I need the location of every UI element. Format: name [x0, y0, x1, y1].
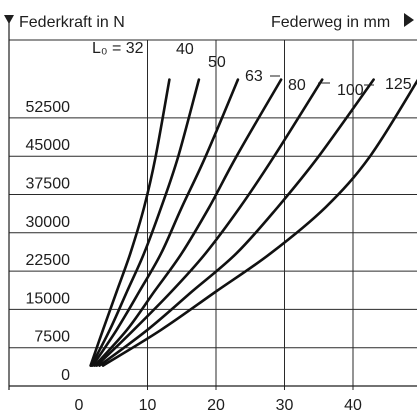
y-axis-title: Federkraft in N — [19, 14, 125, 31]
x-tick-label: 10 — [139, 397, 157, 414]
y-tick-label: 52500 — [26, 99, 71, 116]
y-tick-label: 22500 — [26, 252, 71, 269]
series-label: 40 — [176, 41, 194, 58]
x-axis-title: Federweg in mm — [271, 14, 390, 31]
x-tick-label: 30 — [276, 397, 294, 414]
series-label: 63 — [245, 68, 263, 85]
x-tick-label: 0 — [75, 397, 84, 414]
series-label: 100 — [337, 82, 364, 99]
triangle-down-icon — [4, 15, 14, 24]
series-label: 125 — [385, 76, 412, 93]
series-line — [97, 80, 322, 366]
x-tick-label: 40 — [344, 397, 362, 414]
series-line — [91, 80, 199, 366]
triangle-right-icon — [404, 13, 414, 27]
series-label: L₀ = 32 — [92, 40, 144, 57]
y-tick-label: 7500 — [34, 329, 70, 346]
y-tick-label: 30000 — [26, 214, 71, 231]
y-tick-label: 37500 — [26, 176, 71, 193]
y-tick-label: 45000 — [26, 137, 71, 154]
curve-labels: L₀ = 32 40 50 63 80 100 125 — [92, 40, 412, 99]
y-tick-label: 0 — [61, 367, 70, 384]
tick-labels: 0 7500 15000 22500 30000 37500 45000 52500 0 10 20… — [26, 99, 363, 414]
y-tick-label: 15000 — [26, 290, 71, 307]
series-label: 80 — [288, 77, 306, 94]
x-tick-label: 20 — [207, 397, 225, 414]
spring-curves — [91, 80, 417, 366]
series-line — [103, 80, 417, 366]
series-label: 50 — [208, 54, 226, 71]
